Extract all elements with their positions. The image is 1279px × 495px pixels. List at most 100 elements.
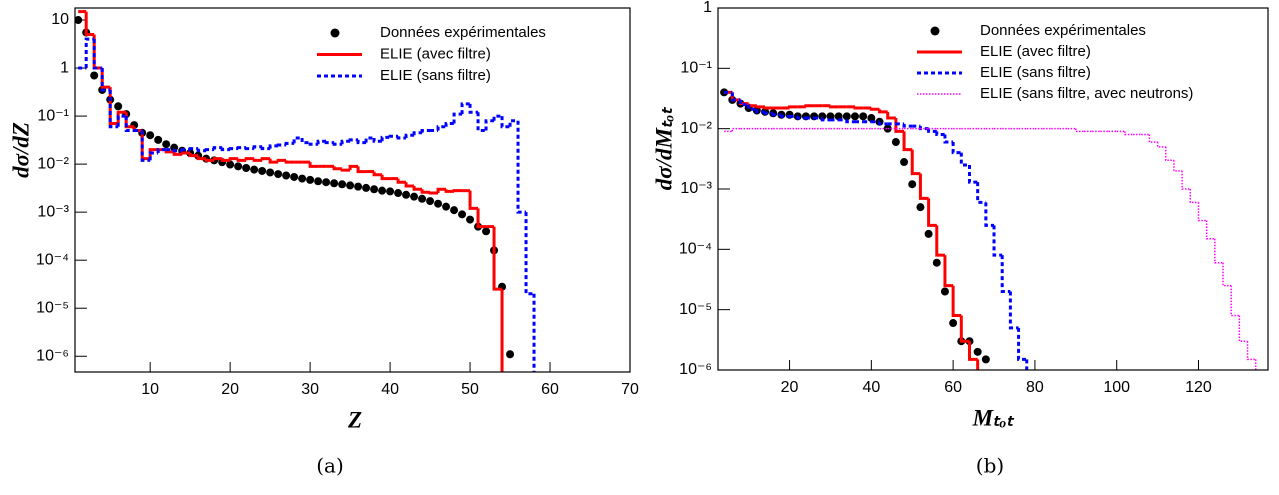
histogram-step (976, 182, 986, 204)
histogram-step (196, 155, 207, 161)
data-point (924, 229, 933, 238)
x-axis-label: Mₜₒₜ (972, 405, 1015, 430)
data-point (506, 350, 515, 359)
data-point (940, 287, 949, 296)
legend-label: ELIE (avec filtre) (380, 45, 491, 62)
legend-label: Données expérimentales (380, 24, 546, 41)
histogram-step (951, 285, 962, 318)
histogram-step (364, 136, 375, 143)
histogram-step (1025, 359, 1029, 370)
histogram-step (444, 189, 455, 193)
histogram-step (492, 226, 503, 291)
histogram-step (100, 68, 111, 92)
data-point (916, 203, 925, 212)
histogram-step (428, 191, 439, 195)
x-axis-label: Z (347, 407, 362, 432)
histogram-step (943, 134, 954, 144)
data-point (114, 102, 123, 111)
histogram-step (804, 104, 815, 108)
histogram-step (763, 111, 774, 115)
histogram-step (1165, 146, 1174, 161)
histogram-step (902, 131, 913, 152)
x-tick-label: 60 (944, 379, 962, 396)
y-tick-label: 10⁻² (680, 120, 712, 137)
x-tick-label: 80 (1026, 379, 1044, 396)
histogram-step (1148, 134, 1158, 143)
histogram-step (1254, 359, 1257, 370)
x-tick-label: 10 (141, 381, 159, 398)
histogram-step (116, 114, 127, 127)
data-point (90, 71, 99, 80)
x-tick-label: 40 (862, 379, 880, 396)
histogram-step (332, 166, 343, 171)
histogram-step (516, 120, 527, 214)
histogram-step (244, 147, 255, 151)
histogram-step (316, 139, 327, 145)
x-tick-label: 40 (381, 381, 399, 398)
histogram-step (755, 109, 766, 114)
histogram-step (476, 112, 487, 133)
histogram-step (1197, 202, 1207, 222)
histogram-step (959, 152, 970, 167)
histogram-step (180, 151, 191, 155)
histogram-step (755, 105, 766, 109)
histogram-step (878, 121, 888, 126)
y-tick-label: 10⁻¹ (680, 60, 712, 77)
histogram-step (372, 137, 383, 143)
data-point (949, 319, 958, 328)
y-tick-label: 10⁻³ (37, 203, 69, 220)
histogram-step (468, 103, 479, 114)
histogram-step (967, 164, 978, 184)
data-point (867, 114, 876, 123)
histogram-step (348, 138, 359, 142)
x-tick-label: 30 (301, 381, 319, 398)
legend-label: ELIE (sans filtre) (980, 64, 1091, 81)
histogram-step (444, 122, 455, 127)
histogram-step (927, 198, 937, 227)
histogram-step (1238, 315, 1248, 342)
histogram-step (220, 158, 231, 162)
x-tick-label: 20 (781, 379, 799, 396)
histogram-step (420, 129, 431, 133)
data-point (482, 227, 491, 236)
data-point (242, 164, 251, 173)
histogram-step (188, 147, 199, 151)
histogram-step (260, 146, 271, 151)
chart-panel: 20 40 60 80 100 120 10⁻⁶ 10⁻⁵ 10⁻⁴ 10⁻³ 10⁻² 10⁻¹ 1 D… (651, 0, 1269, 478)
histogram-step (476, 208, 487, 229)
histogram-step (380, 174, 391, 181)
y-axis-label: dσ/dMₜₒₜ (651, 107, 676, 191)
data-point (322, 178, 331, 187)
histogram-step (284, 141, 295, 146)
histogram-step (380, 135, 391, 142)
legend-label: ELIE (sans filtre, avec neutrons) (980, 85, 1193, 102)
histogram-step (1214, 238, 1224, 264)
histogram-step (779, 114, 790, 118)
histogram-step (252, 145, 263, 149)
histogram-step (436, 125, 447, 131)
histogram-step (148, 151, 159, 161)
data-point (981, 355, 990, 364)
histogram-step (356, 166, 367, 174)
histogram-step (1189, 189, 1199, 204)
histogram-step (738, 99, 749, 107)
data-point (900, 158, 909, 167)
histogram-step (927, 128, 937, 133)
histogram-step (452, 189, 463, 193)
histogram-step (188, 153, 199, 158)
histogram-step (532, 293, 536, 372)
data-point (274, 170, 283, 179)
y-tick-label: 10⁻⁴ (679, 241, 712, 258)
histogram-step (484, 119, 495, 131)
histogram-step (404, 182, 415, 188)
data-point (850, 112, 859, 121)
histogram-step (212, 157, 223, 161)
histogram-step (332, 142, 343, 146)
histogram-step (236, 146, 247, 150)
legend-swatch (330, 28, 340, 38)
histogram-step (420, 189, 431, 194)
histogram-step (356, 139, 367, 145)
histogram-step (1205, 220, 1215, 240)
data-point (418, 194, 427, 203)
